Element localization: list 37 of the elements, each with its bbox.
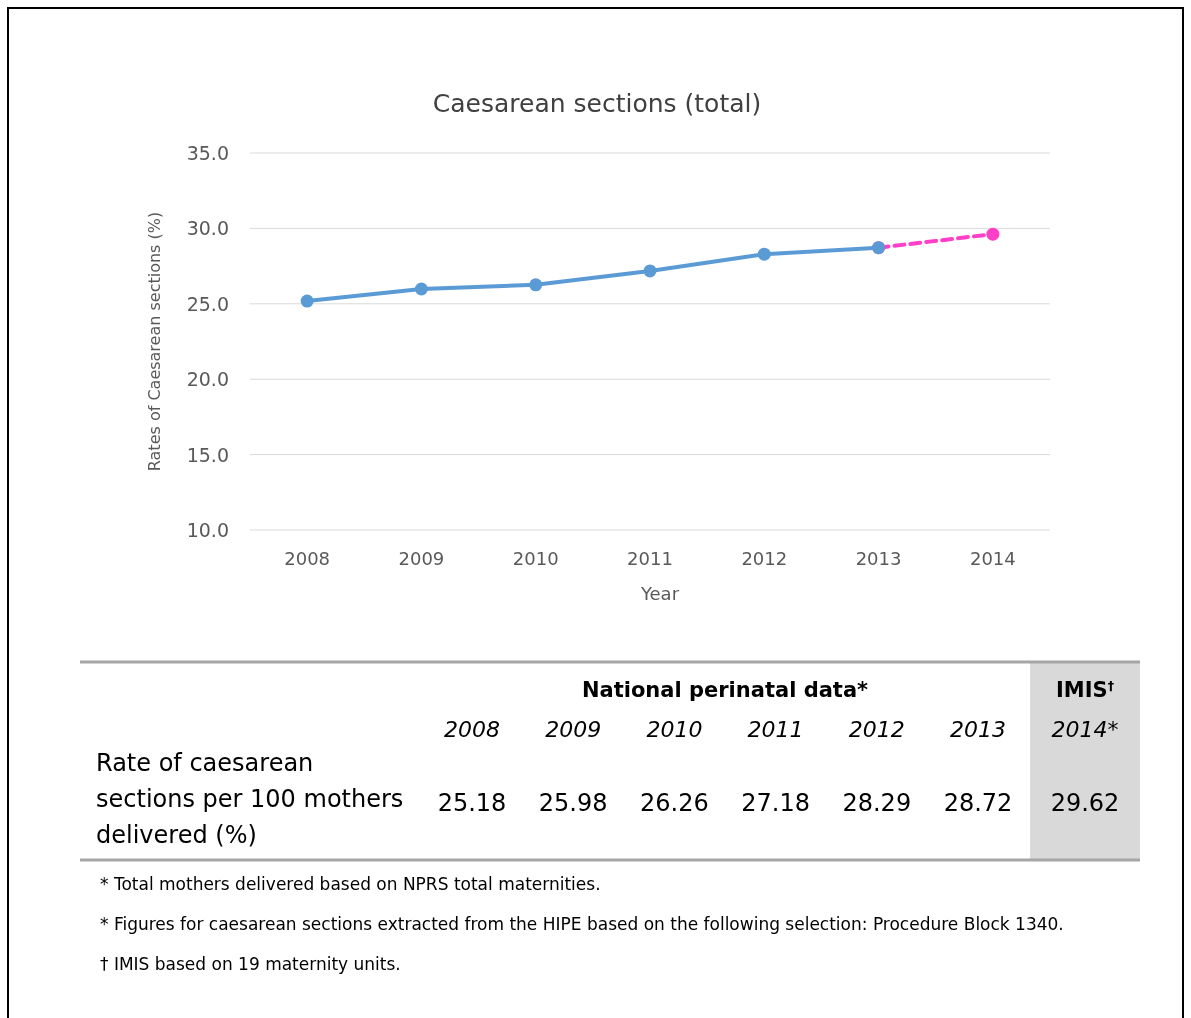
category-label: 2008	[444, 717, 500, 742]
x-tick-label: 2008	[284, 548, 331, 569]
y-tick-label: 30.0	[186, 217, 229, 240]
x-tick-label: 2012	[741, 548, 788, 569]
y-tick-label: 10.0	[186, 519, 229, 541]
text: 26.26	[640, 789, 709, 817]
category-label: 2013	[950, 717, 1006, 742]
text: † IMIS based on 19 maternity units.	[100, 954, 401, 974]
text: *	[1107, 717, 1119, 742]
x-tick-label: 2009	[398, 548, 445, 569]
x-tick-label: 2014	[969, 548, 1016, 569]
x-tick-label: 2010	[512, 548, 559, 569]
text: National perinatal data*	[581, 678, 869, 702]
category-label: 2014	[1051, 717, 1108, 742]
x-axis-title: Year	[639, 583, 680, 604]
y-tick-label: 35.0	[186, 142, 229, 164]
text: 28.72	[943, 789, 1013, 817]
y-tick-label: 20.0	[186, 368, 229, 391]
category-label: 2009	[545, 717, 602, 742]
text: 27.18	[741, 789, 810, 817]
category-label: 2010	[646, 717, 703, 742]
text: Rate of caesarean sections per 100 mothers delivered (%)	[96, 749, 404, 849]
y-tick-label: 25.0	[186, 292, 229, 315]
text: 25.18	[437, 789, 507, 817]
text: 28.29	[842, 789, 912, 817]
chart-title: Caesarean sections (total)	[432, 89, 762, 118]
text: IMIS$^{†}$	[1056, 677, 1114, 702]
category-label: 2012	[848, 717, 905, 742]
y-axis-title: Rates of Caesarean sections (%)	[145, 211, 164, 472]
category-label: 2011	[747, 717, 804, 742]
y-tick-label: 15.0	[186, 443, 229, 466]
x-tick-label: 2013	[855, 548, 902, 569]
x-tick-label: 2011	[627, 548, 673, 569]
text: 25.98	[538, 789, 608, 817]
text: 29.62	[1050, 789, 1120, 817]
text: * Total mothers delivered based on NPRS total maternities.	[100, 874, 601, 894]
text: * Figures for caesarean sections extracted from the HIPE based on the following selection: Procedure Block 1340.	[100, 914, 1064, 934]
